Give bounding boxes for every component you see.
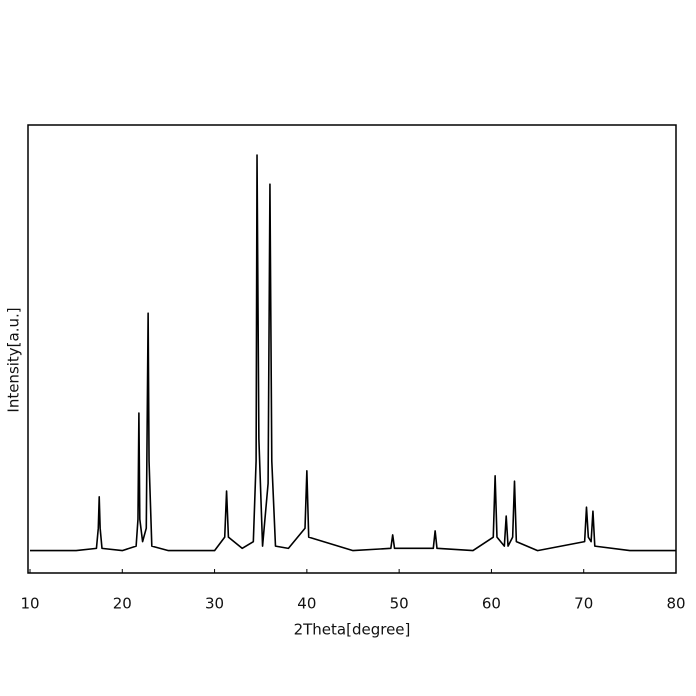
x-tick-label: 80 xyxy=(666,595,685,613)
y-axis-label: Intensity[a.u.] xyxy=(5,307,23,412)
x-tick-label: 70 xyxy=(574,595,593,613)
x-tick-label: 10 xyxy=(20,595,39,613)
x-tick-label: 40 xyxy=(297,595,316,613)
x-axis-label: 2Theta[degree] xyxy=(294,621,411,639)
x-tick-label: 20 xyxy=(113,595,132,613)
x-tick-label: 60 xyxy=(482,595,501,613)
data-line xyxy=(30,154,676,552)
x-tick-label: 50 xyxy=(390,595,409,613)
plot-frame xyxy=(27,124,677,574)
x-tick-label: 30 xyxy=(205,595,224,613)
